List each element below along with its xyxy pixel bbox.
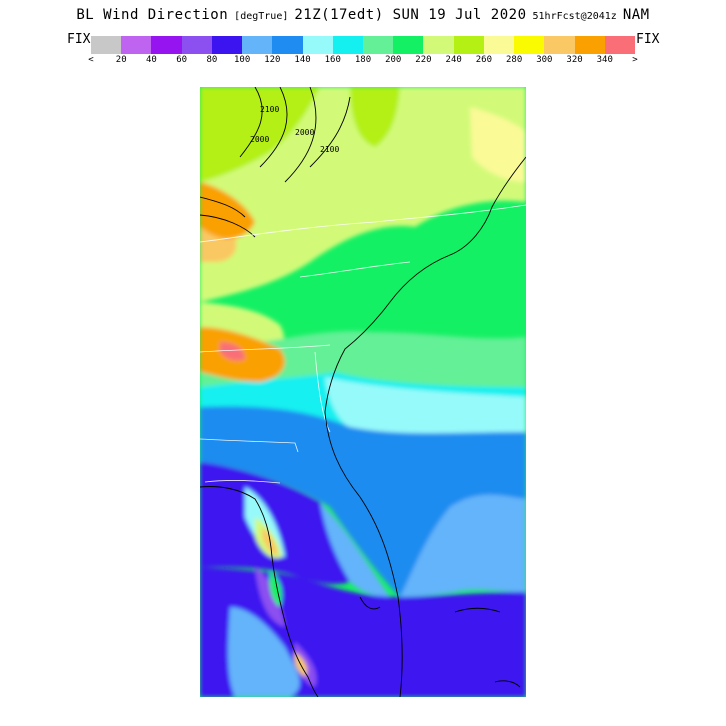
colorbar-swatch — [393, 36, 424, 54]
field-260 — [470, 107, 526, 182]
wind-direction-map: 2100 2100 2000 2000 — [200, 87, 526, 697]
island-coastline — [359, 596, 381, 610]
colorbar-tick-label: 200 — [385, 55, 402, 65]
colorbar-tick-label: 20 — [115, 55, 127, 65]
field-100-coast — [320, 502, 390, 597]
boundary-line — [299, 261, 411, 278]
colorbar-tick-label: > — [632, 55, 638, 65]
contour-label: 2100 — [260, 105, 279, 114]
colorbar-swatch — [604, 36, 635, 54]
colorbar-swatch — [483, 36, 515, 54]
colorbar-swatch — [242, 36, 273, 54]
field-100 — [400, 494, 526, 597]
boundary-line — [204, 480, 281, 484]
colorbar-swatch — [362, 36, 394, 54]
field-100-peninsula — [227, 607, 300, 697]
contour-line — [309, 96, 351, 168]
boundary-line — [200, 204, 526, 243]
gulf-coastline — [200, 486, 319, 697]
colorbar-tick-label: 300 — [536, 55, 553, 65]
title-main: BL Wind Direction — [76, 7, 229, 23]
colorbar-swatch — [272, 36, 303, 54]
title-model: NAM — [622, 7, 650, 23]
colorbar-tick-label: 100 — [233, 55, 251, 65]
colorbar-swatch — [514, 36, 545, 54]
island-coastline — [454, 607, 501, 613]
contour-label: 2000 — [250, 135, 269, 144]
colorbar-tick-label: 140 — [294, 55, 311, 65]
colorbar-ticks: <20 40 60 80 100 120 140 160 180 200 220 240 260 280 3… — [88, 55, 638, 67]
colorbar-tick-label: 320 — [566, 55, 583, 65]
map-title: BL Wind Direction [degTrue] 21Z(17edt) S… — [0, 7, 726, 29]
colorbar-tick-label: 40 — [146, 55, 157, 65]
colorbar-swatch — [574, 36, 605, 54]
colorbar-swatch — [302, 36, 333, 54]
colorbar-swatch — [332, 36, 363, 54]
colorbar-tick-label: 280 — [505, 55, 523, 65]
colorbar — [91, 36, 635, 54]
colorbar-tick-label: 160 — [324, 55, 341, 65]
boundary-line — [314, 351, 331, 433]
title-forecast: 51hrFcst@2041z — [532, 11, 617, 22]
state-boundaries — [200, 204, 526, 484]
contour-line — [284, 87, 317, 183]
colorbar-swatch — [423, 36, 454, 54]
colorbar-tick-label: 60 — [176, 55, 188, 65]
contour-line — [259, 87, 288, 168]
title-time: 21Z(17edt) SUN 19 Jul 2020 — [294, 7, 527, 23]
colorbar-tick-label: 240 — [445, 55, 462, 65]
field-300 — [200, 227, 237, 262]
boundary-line — [200, 344, 331, 353]
contour-label: 2100 — [320, 145, 339, 154]
colorbar-tick-label: 120 — [264, 55, 281, 65]
colorbar-swatch — [211, 36, 243, 54]
colorbar-swatch — [151, 36, 182, 54]
boundary-line — [200, 438, 299, 453]
colorbar-swatch — [91, 36, 122, 54]
atlantic-coastline — [324, 156, 526, 697]
contour-line — [200, 196, 246, 218]
contour-label: 2000 — [295, 128, 314, 137]
contour-line — [239, 87, 263, 158]
colorbar-left-label: FIX — [67, 32, 91, 47]
field-340-blob — [220, 342, 245, 361]
colorbar-swatch — [181, 36, 212, 54]
field-200-spot — [269, 572, 282, 607]
colorbar-tick-label: 80 — [206, 55, 218, 65]
colorbar-tick-label: 340 — [596, 55, 613, 65]
field-240 — [200, 87, 320, 182]
colorbar-tick-label: 260 — [475, 55, 493, 65]
colorbar-swatch — [544, 36, 575, 54]
colorbar-swatch — [453, 36, 484, 54]
field-180 — [200, 331, 526, 388]
contour-line — [200, 214, 256, 238]
coastline — [200, 156, 526, 697]
colorbar-swatch — [121, 36, 152, 54]
colorbar-right-label: FIX — [636, 32, 660, 47]
height-contours — [200, 87, 351, 238]
island-coastline — [494, 680, 521, 688]
colorbar-tick-label: 220 — [415, 55, 432, 65]
colorbar-tick-label: < — [88, 55, 94, 65]
colorbar-tick-label: 180 — [354, 55, 372, 65]
field-80 — [200, 462, 350, 585]
field-240-b — [350, 87, 400, 147]
field-60 — [255, 567, 285, 627]
title-unit: [degTrue] — [234, 11, 289, 22]
field-140 — [325, 377, 526, 442]
